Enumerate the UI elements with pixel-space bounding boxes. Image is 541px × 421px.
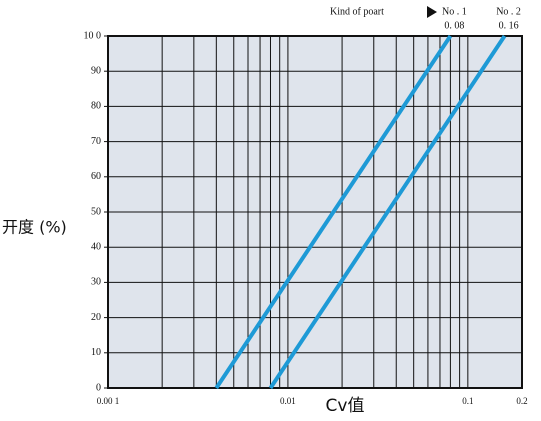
y-tick-label: 60 — [91, 171, 101, 182]
y-tick-label: 10 0 — [84, 30, 102, 41]
y-tick-label: 10 — [91, 347, 101, 358]
y-axis-label: 开度 (%) — [2, 218, 67, 237]
y-tick-label: 20 — [91, 312, 101, 323]
series-line — [268, 34, 507, 390]
data-label: 0. 16 — [499, 20, 519, 31]
legend-entry: No . 2 — [496, 6, 521, 17]
x-axis-label: Cv值 — [326, 396, 365, 416]
y-tick-label: 30 — [91, 277, 101, 288]
y-tick-label: 70 — [91, 136, 101, 147]
series-line — [214, 34, 453, 390]
y-tick-label: 90 — [91, 65, 101, 76]
data-label: 0. 08 — [444, 20, 464, 31]
x-tick-label: 0.2 — [516, 396, 527, 406]
x-tick-label: 0.1 — [462, 396, 473, 406]
legend-arrow — [427, 6, 437, 18]
y-tick-label: 40 — [91, 241, 101, 252]
y-tick-label: 80 — [91, 101, 101, 112]
x-tick-label: 0.00 1 — [97, 396, 120, 406]
legend-entry: No . 1 — [442, 6, 467, 17]
x-tick-label: 0.01 — [280, 396, 296, 406]
y-tick-label: 0 — [96, 382, 101, 393]
legend-title: Kind of poart — [330, 6, 384, 17]
plot-border — [107, 35, 523, 389]
y-tick-label: 50 — [91, 206, 101, 217]
